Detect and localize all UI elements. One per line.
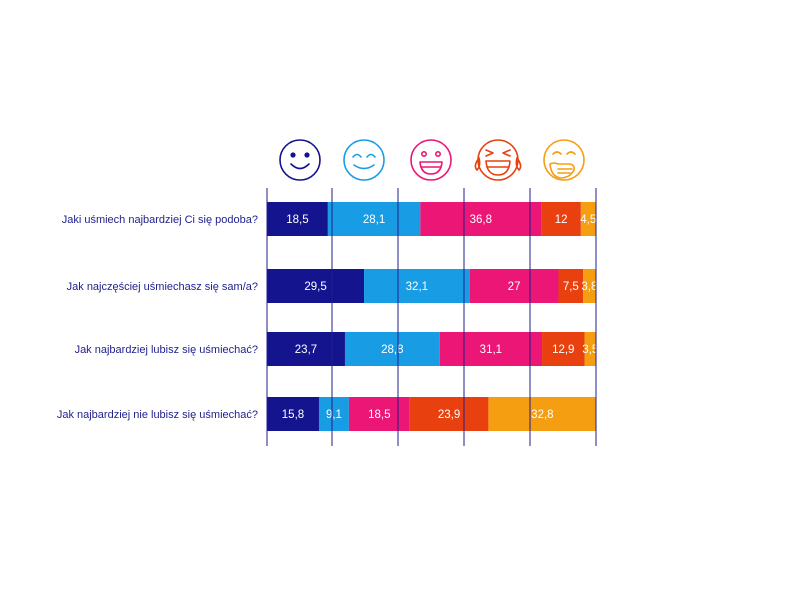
bar-value-label: 31,1	[480, 344, 502, 356]
bar-value-label: 32,1	[406, 281, 428, 293]
hand-over-mouth-icon	[543, 139, 585, 181]
bar-segment	[409, 397, 489, 431]
bar-segment	[364, 269, 470, 303]
bar-value-label: 23,9	[438, 409, 460, 421]
bar-segment	[488, 397, 597, 431]
grin-closed-eyes-icon	[343, 139, 385, 181]
bar-value-label: 23,7	[295, 344, 317, 356]
bar-value-label: 15,8	[282, 409, 304, 421]
bar-segment	[541, 202, 581, 236]
bar-segment	[542, 332, 585, 366]
category-label: Jak najczęściej uśmiechasz się sam/a?	[67, 281, 258, 293]
bar-value-label: 18,5	[368, 409, 390, 421]
bar-value-label: 9,1	[326, 409, 342, 421]
smile-icon	[279, 139, 321, 181]
bar-segment	[327, 202, 421, 236]
bar-value-label: 32,8	[531, 409, 553, 421]
bar-value-label: 36,8	[470, 214, 492, 226]
bar-segment	[558, 269, 584, 303]
bar-segment	[584, 332, 597, 366]
bar-value-label: 4,5	[580, 214, 596, 226]
bar-value-label: 12,9	[552, 344, 574, 356]
big-grin-icon	[410, 139, 452, 181]
bar-segment	[318, 397, 349, 431]
bar-value-label: 28,8	[381, 344, 403, 356]
tears-of-joy-icon	[474, 139, 522, 181]
bar-value-label: 3,8	[581, 281, 597, 293]
bar-segment	[469, 269, 559, 303]
bar-segment	[580, 202, 596, 236]
bar-value-label: 7,5	[563, 281, 579, 293]
bar-segment	[439, 332, 543, 366]
bar-segment	[420, 202, 542, 236]
bar-segment	[267, 269, 365, 303]
bar-segment	[267, 397, 319, 431]
bar-value-label: 28,1	[363, 214, 385, 226]
category-label: Jaki uśmiech najbardziej Ci się podoba?	[62, 214, 258, 226]
category-label: Jak najbardziej nie lubisz się uśmiechać…	[57, 409, 258, 421]
bar-segment	[267, 202, 328, 236]
bar-segment	[348, 397, 410, 431]
bar-value-label: 18,5	[286, 214, 308, 226]
bar-value-label: 29,5	[304, 281, 326, 293]
bar-segment	[583, 269, 596, 303]
bar-value-label: 3,5	[582, 344, 598, 356]
bar-segment	[344, 332, 440, 366]
category-label: Jak najbardziej lubisz się uśmiechać?	[75, 344, 258, 356]
bar-value-label: 27	[508, 281, 521, 293]
bar-value-label: 12	[555, 214, 568, 226]
